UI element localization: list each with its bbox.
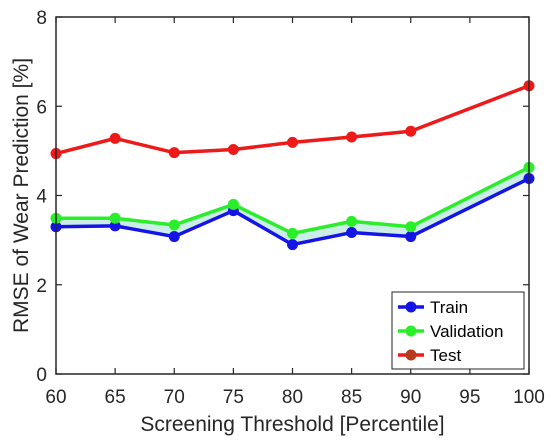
test-point [287,136,298,148]
validation-point [287,227,298,239]
validation-point [405,221,417,233]
legend-label-test: Test [430,346,461,365]
test-point [227,144,239,156]
x-tick-label: 65 [105,387,126,408]
x-tick-label: 70 [164,387,185,408]
train-point [405,231,417,243]
legend-marker-validation [405,325,417,337]
x-axis-label: Screening Threshold [Percentile] [140,413,444,436]
train-point [168,231,180,243]
x-tick-label: 90 [400,387,421,408]
x-tick-label: 60 [45,387,66,408]
legend-marker-train [405,301,417,313]
y-tick-label: 4 [36,187,47,208]
validation-point [346,215,358,227]
axis-ticks: 60 65 70 75 80 85 90 95 100 0 2 4 6 8 [36,8,544,408]
validation-series-line [56,165,530,236]
y-tick-label: 0 [36,365,47,386]
test-point [168,147,180,159]
y-tick-label: 2 [36,276,47,297]
x-tick-label: 80 [282,387,303,408]
train-point [109,220,121,232]
legend-marker-test [405,349,417,361]
validation-point [168,219,180,231]
train-series-line [55,176,530,247]
train-point [287,239,298,251]
train-point [346,227,358,239]
x-tick-label: 75 [223,387,244,408]
y-tick-label: 8 [36,8,47,29]
x-tick-label: 95 [459,387,480,408]
legend-label-train: Train [430,298,468,317]
test-point [109,132,121,144]
test-point [405,125,417,137]
x-tick-label: 100 [513,387,545,408]
x-tick-label: 85 [341,387,362,408]
series-layer [50,80,535,251]
validation-point [227,198,239,210]
test-series-line [55,84,530,156]
y-tick-label: 6 [36,97,47,118]
validation-point [109,212,121,224]
legend: Train Validation Test [391,291,525,370]
y-axis-label: RMSE of Wear Prediction [%] [10,58,33,333]
legend-label-validation: Validation [430,322,503,341]
test-point [346,131,358,143]
